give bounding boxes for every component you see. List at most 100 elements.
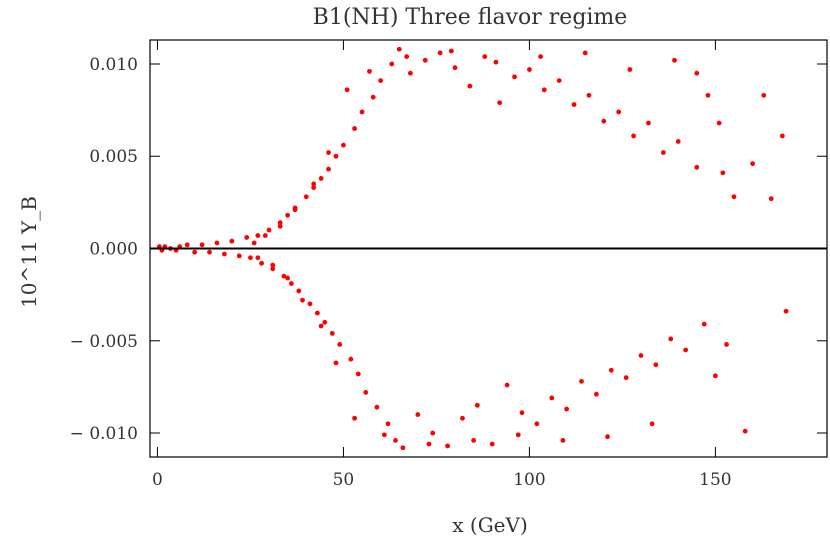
scatter-point <box>221 251 227 257</box>
scatter-point <box>281 273 287 279</box>
scatter-point <box>445 443 450 449</box>
scatter-point <box>307 301 313 307</box>
scatter-point <box>318 323 324 329</box>
scatter-point <box>504 382 510 388</box>
scatter-point <box>266 227 272 233</box>
scatter-point <box>303 194 309 200</box>
scatter-point <box>482 54 488 60</box>
scatter-point <box>285 212 291 218</box>
scatter-point <box>292 207 298 213</box>
y-tick-label: − 0.010 <box>70 424 138 444</box>
scatter-point <box>344 87 350 93</box>
y-tick-label: 0.000 <box>89 240 138 260</box>
scatter-point <box>549 395 555 401</box>
scatter-point <box>616 109 622 115</box>
scatter-point <box>329 330 335 336</box>
scatter-point <box>471 437 477 443</box>
scatter-point <box>716 120 722 126</box>
scatter-point <box>333 360 339 366</box>
scatter-point <box>605 434 610 440</box>
scatter-point <box>694 70 700 76</box>
x-axis-ticks: 0 50 100 150 <box>152 40 732 490</box>
scatter-point <box>742 428 748 434</box>
scatter-point <box>608 367 614 373</box>
scatter-point <box>251 240 257 246</box>
scatter-point <box>277 220 283 226</box>
scatter-point <box>460 415 465 421</box>
scatter-point <box>538 54 543 60</box>
scatter-point <box>400 445 406 451</box>
scatter-point <box>326 166 331 172</box>
scatter-point <box>415 412 421 417</box>
scatter-point <box>519 410 525 416</box>
scatter-point <box>430 430 436 436</box>
scatter-point <box>352 126 357 131</box>
y-tick-label: 0.010 <box>89 55 138 75</box>
scatter-point <box>448 48 454 54</box>
scatter-point <box>270 266 276 272</box>
scatter-point <box>393 437 398 443</box>
scatter-point <box>623 375 629 381</box>
scatter-point <box>248 255 253 261</box>
scatter-point <box>668 336 674 342</box>
scatter-point <box>322 319 328 325</box>
scatter-point <box>515 432 521 438</box>
y-tick-label: 0.005 <box>89 147 138 167</box>
scatter-point <box>631 133 636 139</box>
scatter-point <box>407 70 413 76</box>
scatter-point <box>646 120 651 126</box>
scatter-point <box>489 441 495 447</box>
scatter-point <box>493 59 499 65</box>
scatter-point <box>270 262 276 268</box>
scatter-point <box>326 150 331 155</box>
scatter-point <box>311 181 317 187</box>
scatter-point <box>534 421 540 427</box>
scatter-point <box>192 249 198 255</box>
scatter-point <box>363 390 369 395</box>
scatter-point <box>333 153 339 159</box>
scatter-point <box>467 83 473 89</box>
scatter-point <box>426 441 432 447</box>
scatter-point <box>541 87 547 93</box>
scatter-point <box>750 161 756 167</box>
scatter-point <box>761 92 767 98</box>
x-tick-label: 50 <box>333 470 355 490</box>
scatter-point <box>259 260 264 266</box>
scatter-point <box>184 242 190 248</box>
y-tick-label: − 0.005 <box>70 332 138 352</box>
scatter-point <box>389 61 395 67</box>
scatter-point <box>318 175 324 181</box>
scatter-point <box>474 402 480 408</box>
scatter-point <box>311 185 317 191</box>
scatter-point <box>314 310 320 316</box>
scatter-point <box>300 297 305 303</box>
scatter-point <box>452 65 458 71</box>
scatter-point <box>277 223 283 229</box>
y-axis-label: 10^11 Y_B <box>17 196 41 308</box>
scatter-point <box>199 242 205 248</box>
scatter-point <box>341 142 346 148</box>
scatter-point <box>724 342 729 347</box>
scatter-point <box>582 50 588 56</box>
scatter-point <box>627 67 633 72</box>
x-tick-label: 0 <box>152 470 163 490</box>
scatter-point <box>337 342 343 347</box>
scatter-point <box>579 378 584 384</box>
scatter-point <box>229 238 235 244</box>
y-axis-ticks: − 0.010 − 0.005 0.000 0.005 0.010 <box>70 55 827 444</box>
scatter-point <box>422 57 428 63</box>
scatter-point <box>683 347 689 353</box>
scatter-point <box>564 406 570 412</box>
scatter-point <box>720 170 726 176</box>
scatter-point <box>653 362 659 368</box>
scatter-point <box>571 102 577 107</box>
scatter-point <box>396 46 402 52</box>
scatter-point <box>385 421 391 427</box>
scatter-point <box>207 249 212 255</box>
scatter-point <box>359 109 365 115</box>
scatter-point <box>586 92 592 98</box>
scatter-point <box>713 373 718 379</box>
scatter-point <box>236 253 242 259</box>
scatter-point <box>705 92 711 98</box>
scatter-point <box>404 54 410 60</box>
